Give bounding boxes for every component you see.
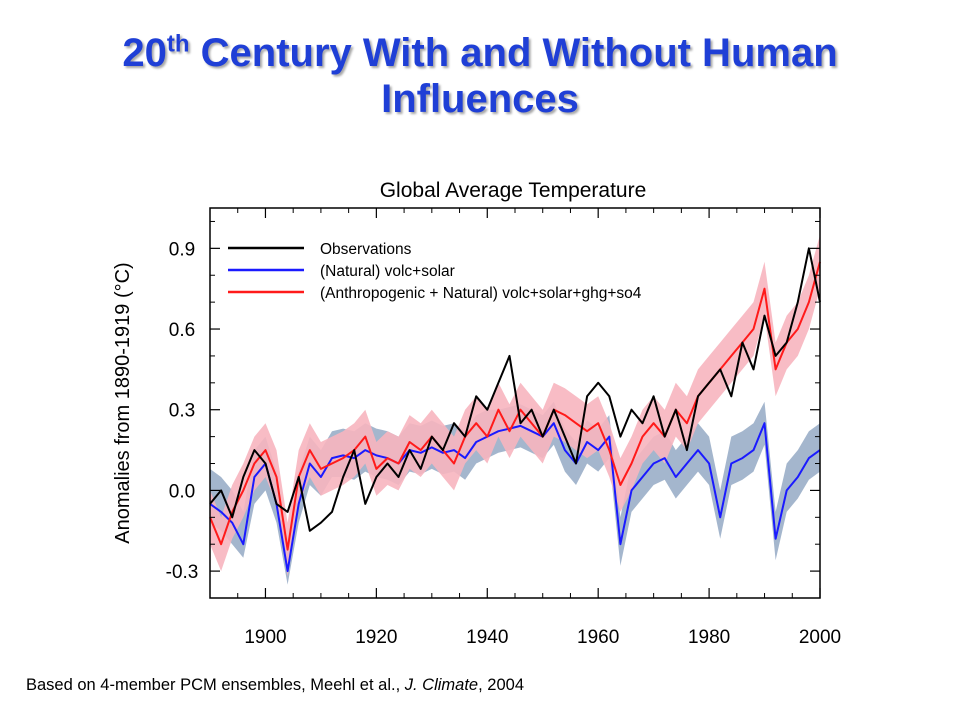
title-prefix: 20 [122, 31, 167, 75]
y-axis-label: Anomalies from 1890-1919 (°C) [112, 262, 134, 543]
series-lines [209, 247, 821, 573]
legend: Observations (Natural) volc+solar (Anthrop… [228, 241, 642, 302]
axis-ticks: 1900 1920 1940 1960 1980 2000 -0.3 0.0 0.3 0.6 0.9 [166, 208, 841, 648]
x-tick-label: 2000 [799, 627, 841, 648]
caption-year: , 2004 [478, 676, 524, 694]
caption: Based on 4-member PCM ensembles, Meehl e… [26, 676, 524, 695]
x-tick-label: 1940 [466, 627, 508, 648]
legend-label-natural-volc-solar: (Natural) volc+solar [320, 263, 455, 280]
y-tick-label: 0.6 [169, 320, 195, 341]
y-tick-label: 0.9 [169, 239, 195, 260]
series-line-natural-volc-solar [209, 422, 821, 573]
y-tick-label: 0.3 [169, 401, 195, 422]
title-rest: Century With and Without Human [189, 31, 838, 75]
x-tick-label: 1920 [355, 627, 397, 648]
series-line-observations [209, 247, 821, 532]
legend-label-anthropogenic-natural-volc-solar-ghg-so4: (Anthropogenic + Natural) volc+solar+ghg… [320, 285, 642, 302]
x-tick-label: 1900 [244, 627, 286, 648]
caption-journal: J. Climate [404, 676, 479, 694]
band-anthropogenic-natural-volc-solar-ghg-so4 [210, 234, 820, 577]
caption-text: Based on 4-member PCM ensembles, Meehl e… [26, 676, 405, 694]
x-tick-label: 1960 [577, 627, 619, 648]
ensemble-range-bands [210, 234, 820, 585]
slide-title: 20th Century With and Without Human Infl… [0, 30, 960, 122]
chart-title: Global Average Temperature [380, 179, 647, 202]
y-tick-label: -0.3 [166, 562, 199, 583]
legend-label-observations: Observations [320, 241, 412, 258]
title-superscript: th [166, 30, 190, 58]
y-tick-label: 0.0 [169, 481, 195, 502]
x-tick-label: 1980 [688, 627, 730, 648]
slide-title-line2: Influences [381, 77, 579, 121]
slide-title-line1: 20th Century With and Without Human [0, 30, 960, 76]
